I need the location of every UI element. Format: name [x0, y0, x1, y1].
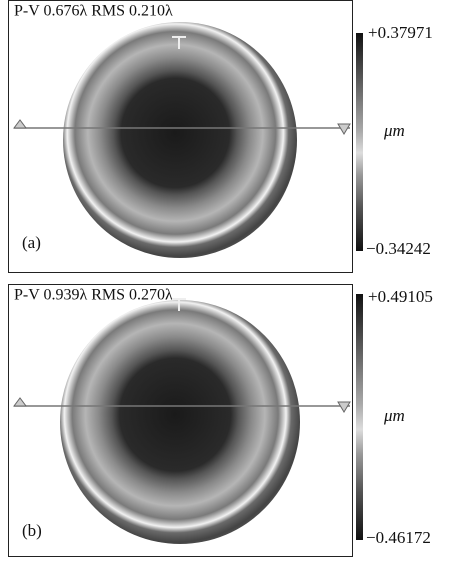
- scale-min: −0.46172: [366, 528, 431, 547]
- color-bar: [356, 33, 363, 251]
- panel-header: P-V 0.939λ RMS 0.270λ: [14, 287, 173, 304]
- page: {"panels": [ {"header": "P-V 0.676λ RMS …: [0, 0, 475, 563]
- surface-map: [60, 300, 300, 544]
- figure: P-V 0.676λ RMS 0.210λ (a) +0.37971 μm −0…: [0, 0, 475, 563]
- unit: μm: [383, 121, 405, 140]
- scale-max: +0.37971: [368, 23, 433, 42]
- scale-max: +0.49105: [368, 287, 433, 306]
- surface-map: [63, 22, 297, 258]
- panel-b: P-V 0.939λ RMS 0.270λ (b) +0.49105 μm −0…: [9, 285, 433, 557]
- scale-min: −0.34242: [366, 239, 431, 258]
- unit: μm: [383, 406, 405, 425]
- panel-header: P-V 0.676λ RMS 0.210λ: [14, 3, 173, 20]
- color-bar: [356, 294, 363, 540]
- panel-label: (a): [22, 233, 41, 252]
- panel-label: (b): [22, 521, 42, 540]
- panel-a: P-V 0.676λ RMS 0.210λ (a) +0.37971 μm −0…: [9, 1, 433, 273]
